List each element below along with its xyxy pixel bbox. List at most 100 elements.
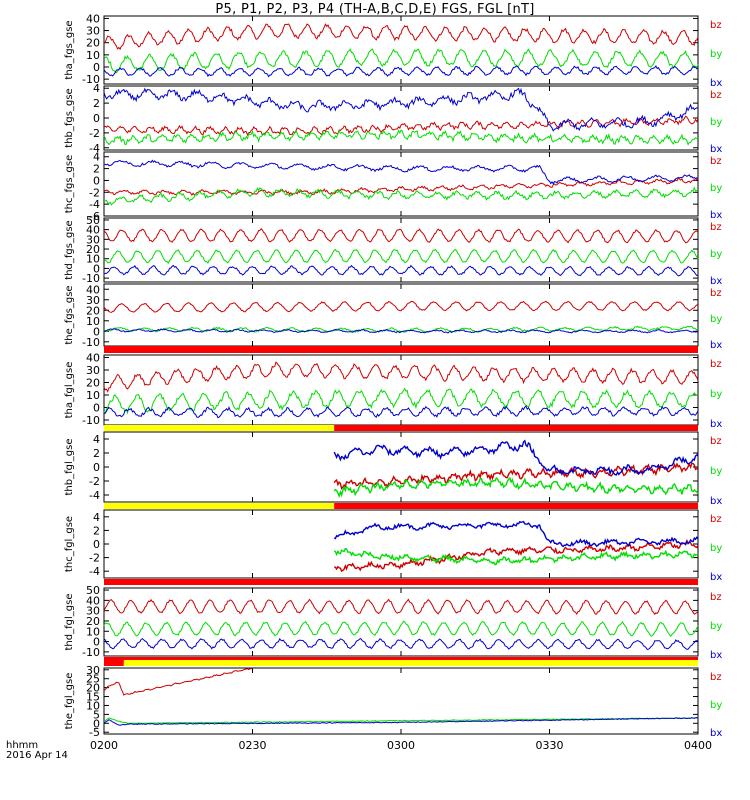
panel-frame-4 (103, 283, 699, 347)
ytick-label: -5 (89, 726, 100, 739)
ytick-label: 0 (93, 262, 100, 275)
ytick-label: 0 (93, 112, 100, 125)
ytick-label: 20 (86, 243, 100, 256)
legend-bx: bx (710, 496, 722, 507)
panel-frame-5 (103, 354, 699, 426)
ytick-label: 0 (93, 538, 100, 551)
series-line-bz (103, 300, 699, 313)
ytick-label: 50 (86, 584, 100, 597)
ytick-label: 0 (93, 402, 100, 415)
ytick-label: 40 (86, 224, 100, 237)
ytick-label: 10 (86, 315, 100, 328)
ytick-label: 20 (86, 37, 100, 50)
legend-bx: bx (710, 276, 722, 287)
legend-by: by (710, 49, 722, 60)
ytick-label: 40 (86, 12, 100, 25)
ytick-label: 30 (86, 233, 100, 246)
series-line-bx (103, 264, 699, 277)
ytick-label: 20 (86, 304, 100, 317)
ytick-label: 0 (93, 461, 100, 474)
series-line-bx (103, 637, 699, 650)
series-line-by (103, 129, 699, 146)
ytick-label: 30 (86, 664, 100, 677)
legend-by: by (710, 466, 722, 477)
series-line-bx (333, 520, 699, 548)
y-axis-label: thd_fgl_gse (64, 594, 75, 651)
ytick-label: -2 (89, 127, 100, 140)
ytick-label: -10 (82, 336, 100, 349)
legend-bz: bz (710, 359, 722, 370)
ytick-label: -6 (89, 210, 100, 223)
ytick-label: 0 (93, 325, 100, 338)
ytick-label: 10 (86, 49, 100, 62)
series-line-bx (103, 65, 699, 78)
series-line-bx (103, 159, 699, 185)
y-axis-label: thb_fgl_gse (64, 439, 75, 496)
ytick-label: 30 (86, 294, 100, 307)
legend-by: by (710, 700, 722, 711)
series-line-by (333, 547, 699, 566)
legend-bx: bx (710, 572, 722, 583)
panel-frame-7 (103, 509, 699, 579)
ytick-label: 20 (86, 615, 100, 628)
ytick-label: 40 (86, 594, 100, 607)
y-axis-label: thd_fgs_gse (64, 220, 75, 279)
series-line-bz (333, 538, 699, 572)
ytick-label: 20 (86, 682, 100, 695)
ytick-label: -4 (89, 142, 100, 155)
series-line-bz (333, 462, 699, 491)
ytick-label: 0 (93, 717, 100, 730)
y-axis-label: tha_fgl_gse (64, 362, 75, 419)
series-line-bx (333, 439, 699, 477)
panel-frame-8 (103, 587, 699, 657)
legend-bx: bx (710, 210, 722, 221)
y-axis-label: thc_fgl_gse (64, 516, 75, 572)
series-line-by (103, 248, 699, 265)
ytick-label: -4 (89, 489, 100, 502)
series-line-bz (103, 667, 253, 696)
ytick-label: -2 (89, 186, 100, 199)
y-axis-label: tha_fgs_gse (64, 20, 75, 79)
legend-bx: bx (710, 419, 722, 430)
series-line-bz (103, 361, 699, 393)
ytick-label: 40 (86, 283, 100, 296)
xtick-label: 0300 (387, 739, 415, 752)
legend-bz: bz (710, 156, 722, 167)
ytick-label: 10 (86, 625, 100, 638)
xtick-label: 0400 (684, 739, 712, 752)
legend-bz: bz (710, 592, 722, 603)
ytick-label: 2 (93, 97, 100, 110)
legend-by: by (710, 389, 722, 400)
ytick-label: 30 (86, 25, 100, 38)
ytick-label: -2 (89, 552, 100, 565)
y-axis-label: the_fgs_gse (64, 285, 75, 344)
mode-bar-segment (104, 346, 698, 353)
panel-frame-3 (103, 217, 699, 283)
series-line-by (103, 620, 699, 638)
ytick-label: 40 (86, 352, 100, 365)
legend-by: by (710, 621, 722, 632)
mode-bar-segment (104, 579, 698, 585)
legend-bz: bz (710, 436, 722, 447)
series-line-bx (104, 405, 699, 419)
ytick-label: 15 (86, 691, 100, 704)
mode-bar-segment (334, 425, 698, 431)
ytick-label: 2 (93, 163, 100, 176)
ytick-label: 30 (86, 364, 100, 377)
series-line-bz (103, 23, 699, 51)
ytick-label: 0 (93, 61, 100, 74)
xtick-label: 0200 (90, 739, 118, 752)
ytick-label: 0 (93, 174, 100, 187)
ytick-label: 50 (86, 214, 100, 227)
ytick-label: -10 (82, 272, 100, 285)
ytick-label: 30 (86, 605, 100, 618)
legend-bz: bz (710, 288, 722, 299)
mode-bar-segment (104, 660, 124, 666)
ytick-label: 10 (86, 699, 100, 712)
xtick-label: 0230 (239, 739, 267, 752)
ytick-label: 0 (93, 636, 100, 649)
ytick-label: 4 (93, 82, 100, 95)
legend-bz: bz (710, 672, 722, 683)
ytick-label: 2 (93, 447, 100, 460)
